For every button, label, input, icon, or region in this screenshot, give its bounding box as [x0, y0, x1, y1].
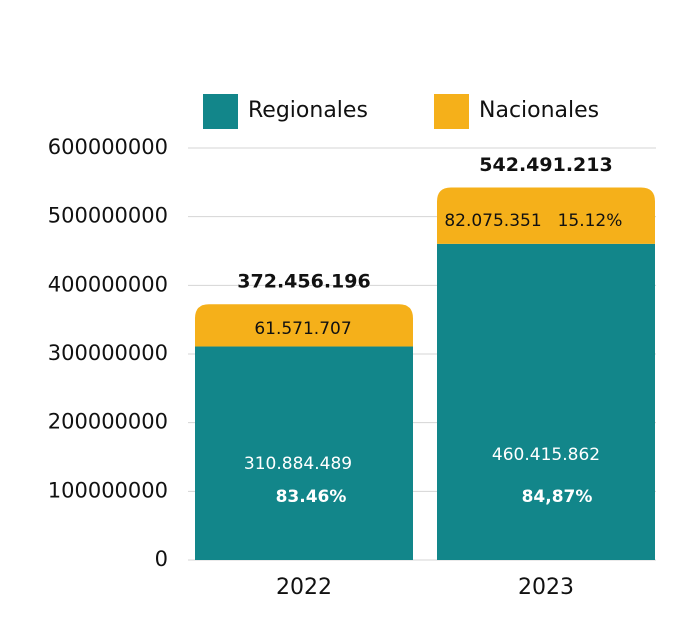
y-tick-label: 300000000 [48, 341, 168, 365]
y-tick-label: 100000000 [48, 478, 168, 502]
value-label: 310.884.489 [244, 454, 352, 474]
bar-segment [437, 187, 655, 244]
percent-label: 84,87% [522, 487, 593, 507]
percent-label: 15.12% [558, 211, 623, 231]
y-tick-label: 0 [155, 547, 168, 571]
x-tick-label: 2022 [276, 575, 332, 600]
bar-segment [195, 304, 413, 347]
legend-label: Regionales [248, 98, 368, 123]
value-label: 460.415.862 [492, 445, 600, 465]
bar-segment [437, 243, 655, 560]
value-label: 61.571.707 [254, 319, 351, 339]
legend-label: Nacionales [479, 98, 599, 123]
y-tick-label: 600000000 [48, 135, 168, 159]
percent-label: 83.46% [276, 487, 347, 507]
legend-swatch [434, 94, 469, 129]
x-tick-label: 2023 [518, 575, 574, 600]
y-tick-label: 400000000 [48, 272, 168, 296]
y-tick-label: 200000000 [48, 410, 168, 434]
legend-swatch [203, 94, 238, 129]
bar-segment [195, 346, 413, 560]
value-label: 82.075.351 [444, 211, 541, 231]
total-label: 542.491.213 [479, 154, 612, 176]
total-label: 372.456.196 [237, 271, 370, 293]
y-tick-label: 500000000 [48, 204, 168, 228]
